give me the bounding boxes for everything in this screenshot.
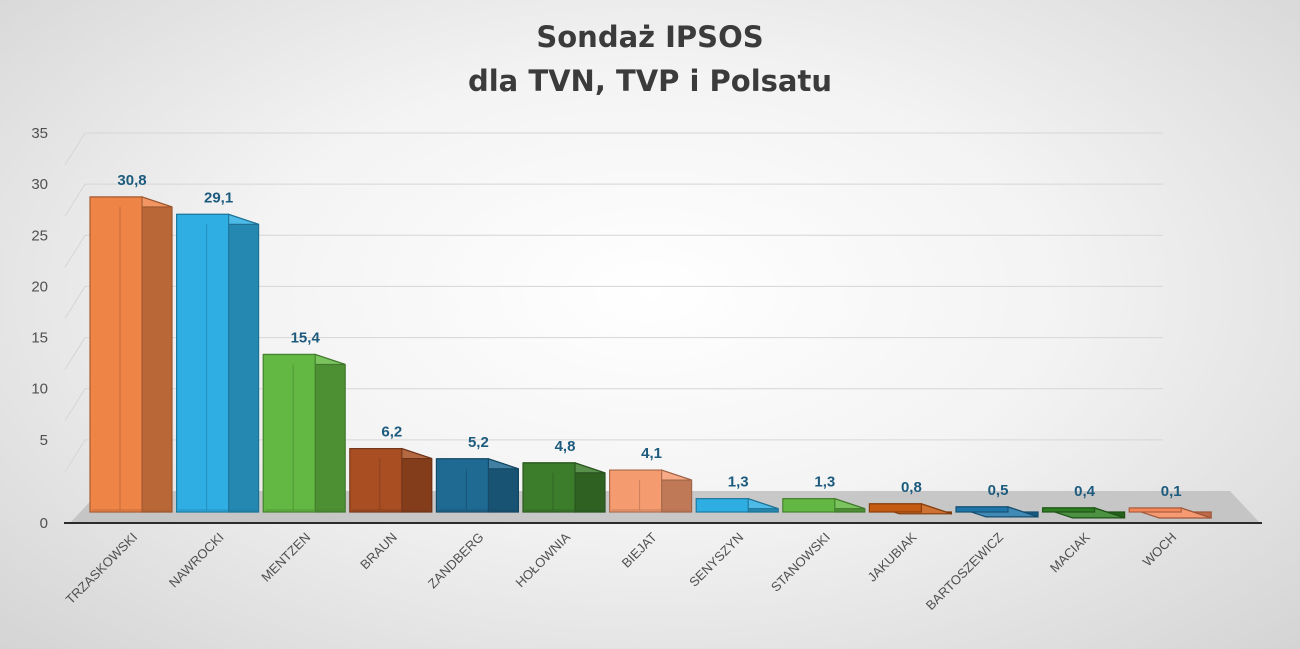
data-label: 4,8 <box>555 438 576 455</box>
bar <box>868 502 953 515</box>
bar <box>955 506 1039 518</box>
y-tick-label: 5 <box>40 432 48 449</box>
bar <box>176 213 260 513</box>
bar <box>435 457 520 513</box>
gridline-side <box>64 183 86 217</box>
bar-front <box>695 498 749 513</box>
chart-title-line-1: Sondaż IPSOS <box>536 20 763 54</box>
bar-front <box>262 353 316 513</box>
data-label: 0,8 <box>901 479 922 496</box>
gridline-side <box>64 337 86 370</box>
bar <box>349 447 433 513</box>
data-label: 0,1 <box>1161 483 1182 500</box>
bar <box>262 353 346 513</box>
bar-front <box>522 462 576 513</box>
bar-front <box>868 503 923 513</box>
chart-title-line-2: dla TVN, TVP i Polsatu <box>468 64 832 98</box>
bar-front <box>1041 507 1096 513</box>
x-tick-label: STANOWSKI <box>768 530 833 595</box>
y-tick-label: 30 <box>31 176 48 193</box>
bar-front <box>176 213 230 513</box>
data-label: 15,4 <box>291 329 321 346</box>
data-label: 1,3 <box>728 474 749 491</box>
data-label: 0,4 <box>1074 483 1096 500</box>
y-tick-label: 10 <box>31 381 48 398</box>
data-label: 0,5 <box>988 482 1009 499</box>
bar-front <box>608 469 663 513</box>
x-tick-label: NAWROCKI <box>166 530 227 591</box>
bar <box>608 469 693 513</box>
data-label: 30,8 <box>117 172 146 189</box>
x-tick-label: MACIAK <box>1047 529 1093 575</box>
x-tick-label: TRZASKOWSKI <box>63 530 141 608</box>
x-tick-label: JAKUBIAK <box>864 529 919 584</box>
x-tick-label: ZANDBERG <box>425 530 487 592</box>
x-tick-label: BARTOSZEWICZ <box>923 529 1006 612</box>
bar-front <box>955 506 1009 513</box>
data-label: 4,1 <box>641 445 662 462</box>
x-tick-label: MENTZEN <box>258 530 313 585</box>
y-tick-label: 0 <box>40 515 48 532</box>
bar <box>1041 507 1126 519</box>
data-label: 1,3 <box>814 474 835 491</box>
bar-side <box>228 213 260 513</box>
gridline-side <box>64 132 86 166</box>
gridline-side <box>64 286 86 319</box>
gridline-side <box>64 235 86 268</box>
bar-side <box>141 196 173 513</box>
bar <box>89 196 173 513</box>
x-tick-label: BIEJAT <box>619 529 660 570</box>
bar <box>782 497 866 513</box>
x-tick-label: SENYSZYN <box>686 530 746 590</box>
data-label: 5,2 <box>468 434 489 451</box>
gridline-side <box>64 388 86 421</box>
x-tick-label: HOŁOWNIA <box>512 529 573 590</box>
bar <box>695 497 779 513</box>
x-tick-label: WOCH <box>1140 530 1180 570</box>
data-label: 6,2 <box>381 424 402 441</box>
x-tick-label: BRAUN <box>357 530 400 573</box>
bar-front <box>349 447 403 513</box>
bar-front <box>89 196 143 513</box>
bar-front <box>435 458 489 513</box>
y-tick-label: 35 <box>31 125 48 142</box>
y-tick-label: 15 <box>31 330 48 347</box>
data-label: 29,1 <box>204 189 233 206</box>
bar-front <box>1128 507 1182 513</box>
bar <box>522 462 606 513</box>
bar-front <box>782 498 836 513</box>
bar <box>1128 507 1212 519</box>
y-tick-label: 20 <box>31 278 48 295</box>
y-tick-label: 25 <box>31 227 48 244</box>
plot-area: 0 5 10 15 20 25 30 35 30,8 TRZASKOWSKI 29,1 NAWROCK… <box>31 125 1262 613</box>
gridline-side <box>64 439 86 473</box>
bar-side <box>314 353 346 513</box>
